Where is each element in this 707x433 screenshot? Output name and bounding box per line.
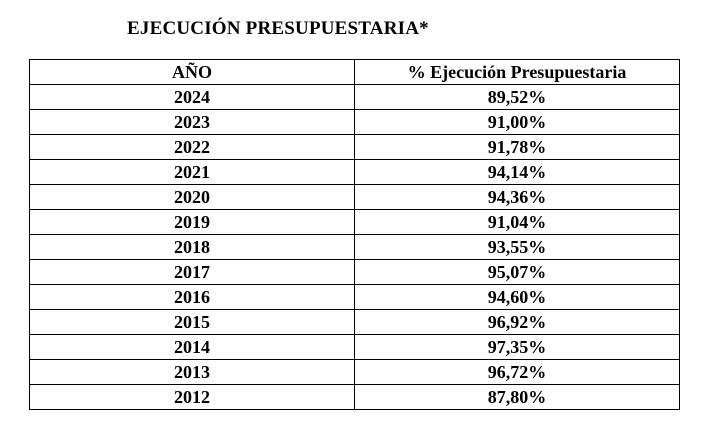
table-row: 2019 91,04% (29, 209, 680, 235)
percent-cell: 96,92% (354, 309, 680, 335)
year-cell: 2012 (29, 384, 355, 410)
table-row: 2021 94,14% (29, 159, 680, 185)
year-cell: 2014 (29, 334, 355, 360)
year-cell: 2013 (29, 359, 355, 385)
percent-cell: 91,78% (354, 134, 680, 160)
table-row: 2015 96,92% (29, 309, 680, 335)
year-cell: 2019 (29, 209, 355, 235)
percent-cell: 87,80% (354, 384, 680, 410)
percent-cell: 91,00% (354, 109, 680, 135)
budget-execution-table: AÑO % Ejecución Presupuestaria 2024 89,5… (29, 59, 680, 410)
table-row: 2022 91,78% (29, 134, 680, 160)
table-row: 2014 97,35% (29, 334, 680, 360)
percent-cell: 91,04% (354, 209, 680, 235)
page-title: EJECUCIÓN PRESUPUESTARIA* (127, 18, 429, 39)
percent-cell: 94,36% (354, 184, 680, 210)
year-cell: 2024 (29, 84, 355, 110)
table-row: 2017 95,07% (29, 259, 680, 285)
table-row: 2024 89,52% (29, 84, 680, 110)
percent-cell: 94,14% (354, 159, 680, 185)
table-row: 2013 96,72% (29, 359, 680, 385)
table-header-row: AÑO % Ejecución Presupuestaria (29, 59, 680, 85)
year-cell: 2022 (29, 134, 355, 160)
year-cell: 2015 (29, 309, 355, 335)
percent-cell: 93,55% (354, 234, 680, 260)
percent-cell: 95,07% (354, 259, 680, 285)
year-cell: 2017 (29, 259, 355, 285)
percent-cell: 97,35% (354, 334, 680, 360)
year-cell: 2016 (29, 284, 355, 310)
table-row: 2023 91,00% (29, 109, 680, 135)
year-cell: 2023 (29, 109, 355, 135)
column-header-year: AÑO (29, 59, 355, 85)
table-row: 2012 87,80% (29, 384, 680, 410)
table-row: 2020 94,36% (29, 184, 680, 210)
percent-cell: 94,60% (354, 284, 680, 310)
year-cell: 2020 (29, 184, 355, 210)
percent-cell: 96,72% (354, 359, 680, 385)
table-row: 2018 93,55% (29, 234, 680, 260)
year-cell: 2021 (29, 159, 355, 185)
percent-cell: 89,52% (354, 84, 680, 110)
column-header-percent: % Ejecución Presupuestaria (354, 59, 680, 85)
year-cell: 2018 (29, 234, 355, 260)
table-row: 2016 94,60% (29, 284, 680, 310)
